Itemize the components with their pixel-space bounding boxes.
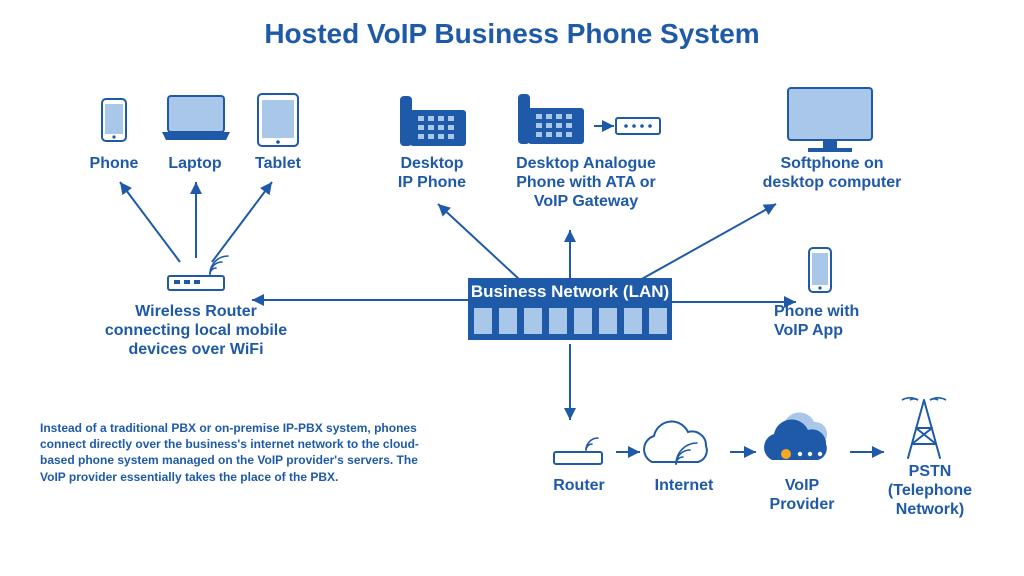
label-pstn: PSTN (Telephone Network) <box>880 462 980 520</box>
router-icon <box>554 438 602 464</box>
edge-lan_switch-desktop_ip <box>438 204 520 280</box>
internet-cloud-icon <box>644 422 707 464</box>
label-analogue-text: Desktop Analogue Phone with ATA or VoIP … <box>516 155 656 210</box>
label-wireless-router: Wireless Router connecting local mobile … <box>90 302 302 360</box>
page-title: Hosted VoIP Business Phone System <box>0 18 1024 50</box>
lan-label: Business Network (LAN) <box>471 282 669 301</box>
label-laptop: Laptop <box>160 154 230 173</box>
analogue-phone-icon <box>518 94 584 144</box>
label-wireless-router-text: Wireless Router connecting local mobile … <box>105 303 287 358</box>
label-softphone-text: Softphone on desktop computer <box>763 155 902 191</box>
label-voip-app-text: Phone with VoIP App <box>774 303 859 339</box>
edge-wireless_router-tablet <box>212 182 272 262</box>
label-router: Router <box>544 476 614 495</box>
voip-cloud-icon <box>764 412 827 460</box>
label-pstn-text: PSTN (Telephone Network) <box>888 463 972 518</box>
ata-icon <box>616 118 660 134</box>
tablet-icon <box>258 94 298 146</box>
phone-icon <box>102 99 126 141</box>
laptop-icon <box>162 96 230 140</box>
monitor-icon <box>788 88 872 152</box>
label-desktop-ip-text: Desktop IP Phone <box>398 155 466 191</box>
label-phone: Phone <box>84 154 144 173</box>
label-voip-provider-text: VoIP Provider <box>770 477 835 513</box>
edge-lan_switch-softphone <box>640 204 776 280</box>
desktop-ip-phone-icon <box>400 96 466 146</box>
label-softphone: Softphone on desktop computer <box>742 154 922 192</box>
edge-wireless_router-phone <box>120 182 180 262</box>
label-analogue: Desktop Analogue Phone with ATA or VoIP … <box>496 154 676 212</box>
description: Instead of a traditional PBX or on-premi… <box>40 420 430 485</box>
label-voip-provider: VoIP Provider <box>762 476 842 514</box>
phone-icon <box>809 248 831 292</box>
wireless-router-icon <box>168 256 228 290</box>
lan-switch-icon: Business Network (LAN) <box>468 278 672 340</box>
label-tablet: Tablet <box>246 154 310 173</box>
label-voip-app: Phone with VoIP App <box>774 302 874 340</box>
label-internet: Internet <box>644 476 724 495</box>
pstn-tower-icon <box>902 398 946 458</box>
label-desktop-ip: Desktop IP Phone <box>382 154 482 192</box>
diagram-canvas: Business Network (LAN) <box>0 0 1024 576</box>
